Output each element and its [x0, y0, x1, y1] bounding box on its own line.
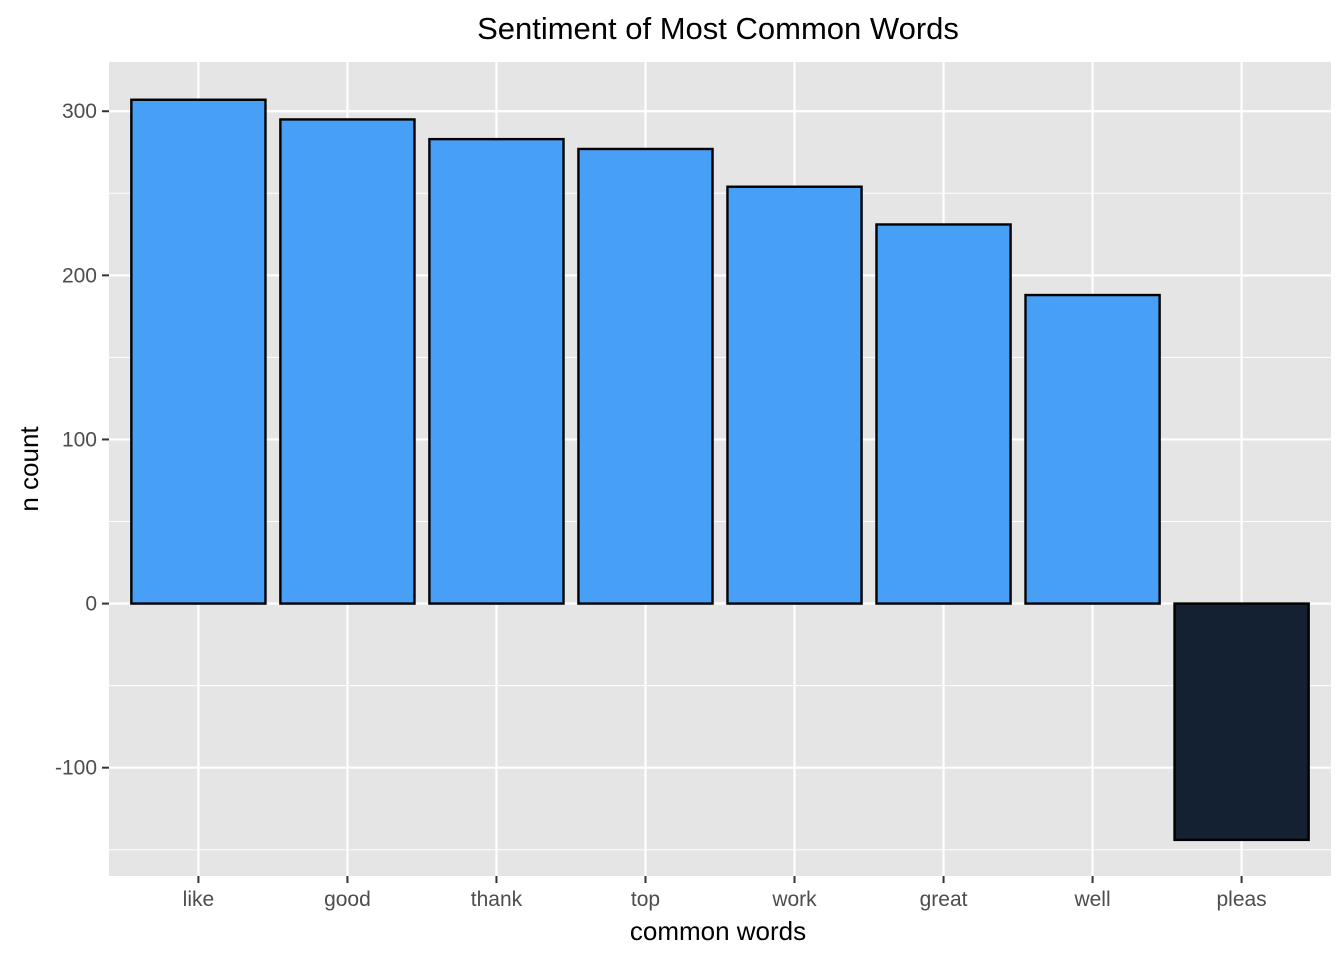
bar-good [279, 118, 416, 605]
bar-pleas [1173, 602, 1310, 842]
x-tick-label: good [324, 888, 371, 911]
x-axis: like good thank top work great well pleas [183, 876, 1267, 911]
chart-title: Sentiment of Most Common Words [477, 11, 959, 46]
x-tick-label: pleas [1216, 888, 1266, 911]
bar-well [1024, 293, 1161, 605]
x-tick-label: great [920, 888, 968, 911]
bar-like [130, 98, 267, 605]
bar-great [875, 223, 1012, 605]
y-axis: -100 0 100 200 300 [55, 100, 109, 780]
x-tick-label: work [771, 888, 817, 911]
bar-work [726, 185, 863, 605]
x-tick-label: like [183, 888, 215, 911]
bar-thank [428, 137, 565, 605]
x-tick-label: well [1073, 888, 1110, 911]
y-tick-label: 300 [62, 100, 97, 123]
x-tick-label: thank [471, 888, 523, 911]
bars [130, 98, 1310, 842]
y-axis-title: n count [14, 426, 44, 512]
x-axis-title: common words [630, 916, 806, 946]
y-tick-label: 100 [62, 428, 97, 451]
bar-top [577, 147, 714, 605]
y-tick-label: 200 [62, 264, 97, 287]
y-tick-label: -100 [55, 757, 97, 780]
x-tick-label: top [631, 888, 660, 911]
y-tick-label: 0 [85, 593, 97, 616]
